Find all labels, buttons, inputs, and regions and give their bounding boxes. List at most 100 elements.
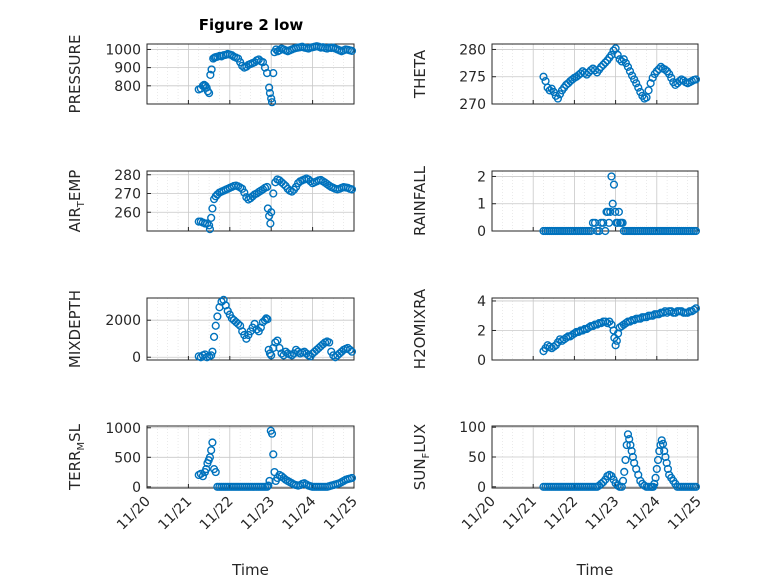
data-point xyxy=(653,455,663,465)
data-point xyxy=(644,86,653,95)
data-point xyxy=(613,218,622,227)
series-markers xyxy=(539,304,701,356)
data-point xyxy=(599,477,608,487)
data-point xyxy=(205,88,214,98)
x-tick-label: 11/22 xyxy=(197,494,237,534)
data-point xyxy=(227,51,236,60)
y-tick-label: 4 xyxy=(477,294,486,310)
x-tick-label: 11/20 xyxy=(114,494,154,534)
data-point xyxy=(262,314,271,323)
data-point xyxy=(691,226,701,236)
data-point xyxy=(211,467,220,477)
axes-border xyxy=(491,170,699,232)
subplot-h2omixra: 0 2 4 H2OMIXRA xyxy=(411,288,701,369)
data-point xyxy=(267,98,277,107)
data-point xyxy=(597,479,606,488)
data-point xyxy=(209,332,219,341)
data-point xyxy=(667,73,676,82)
series-markers xyxy=(539,430,701,491)
data-point xyxy=(597,62,606,72)
x-axis-label: Time xyxy=(576,561,614,579)
data-point xyxy=(620,467,629,477)
subplot-mixdepth: 0 2000 MIXDEPTH xyxy=(66,290,357,368)
data-point xyxy=(608,199,617,208)
data-point xyxy=(213,312,222,321)
data-point xyxy=(623,62,633,72)
data-point xyxy=(618,218,627,227)
data-point xyxy=(611,341,620,350)
data-point xyxy=(208,204,217,213)
data-point xyxy=(269,189,278,198)
data-point xyxy=(345,345,354,354)
y-tick-label: 0 xyxy=(132,350,141,366)
data-point xyxy=(691,304,701,313)
data-point xyxy=(609,180,619,189)
data-point xyxy=(611,207,620,217)
data-point xyxy=(632,79,641,88)
data-point xyxy=(207,351,216,360)
data-point xyxy=(287,351,297,360)
data-point xyxy=(634,83,643,92)
y-tick-label: 2 xyxy=(477,323,486,339)
x-tick-label: 11/23 xyxy=(583,494,623,534)
data-point xyxy=(287,187,297,196)
series-markers xyxy=(194,295,357,362)
series-markers xyxy=(194,42,357,107)
y-tick-label: 280 xyxy=(114,168,141,184)
data-point xyxy=(691,75,701,84)
subplot-terr-msl: 0 500 1000 TERRMSL 11/20 11/21 11/22 11/23 11/24… xyxy=(66,421,361,579)
axes-border xyxy=(491,43,699,105)
y-tick-label: 0 xyxy=(132,480,141,496)
data-point xyxy=(196,469,205,478)
x-tick-label: 11/24 xyxy=(624,493,664,533)
data-point xyxy=(265,88,275,98)
series-markers xyxy=(539,44,701,103)
data-point xyxy=(206,70,215,80)
data-point xyxy=(612,336,621,345)
y-tick-label: 800 xyxy=(114,79,141,95)
y-axis-label: PRESSURE xyxy=(66,35,84,114)
x-tick-label: 11/24 xyxy=(280,493,320,533)
data-point xyxy=(609,46,618,55)
y-tick-label: 2000 xyxy=(105,313,141,329)
x-tick-label: 11/25 xyxy=(665,494,705,534)
data-point xyxy=(601,58,610,67)
subplot-pressure: 800 900 1000 PRESSURE xyxy=(66,35,357,114)
data-point xyxy=(233,319,243,329)
data-point xyxy=(613,50,622,60)
y-tick-label: 0 xyxy=(477,353,486,369)
data-point xyxy=(205,221,214,230)
subplot-theta: 270 275 280 THETA xyxy=(411,42,701,113)
data-point xyxy=(262,182,272,192)
axes-border xyxy=(146,170,355,232)
data-point xyxy=(240,188,249,197)
y-tick-label: 50 xyxy=(468,450,486,466)
data-point xyxy=(208,438,217,447)
data-point xyxy=(207,446,216,455)
y-axis-label: TERRMSL xyxy=(66,423,87,491)
data-point xyxy=(545,86,554,95)
data-point xyxy=(203,87,212,96)
axes-border xyxy=(146,43,355,105)
y-axis-label: MIXDEPTH xyxy=(66,290,84,368)
y-tick-label: 280 xyxy=(459,42,486,58)
axes-border xyxy=(146,297,355,361)
x-tick-label: 11/22 xyxy=(541,494,581,534)
data-point xyxy=(264,481,273,490)
data-point xyxy=(657,436,666,445)
data-point xyxy=(207,65,216,74)
y-tick-label: 270 xyxy=(459,97,486,113)
data-point xyxy=(623,430,633,439)
data-point xyxy=(347,347,357,356)
data-point xyxy=(601,226,610,236)
data-point xyxy=(263,315,272,324)
y-tick-label: 1000 xyxy=(105,421,141,437)
x-tick-label: 11/25 xyxy=(321,494,361,534)
series-markers xyxy=(194,426,357,491)
data-point xyxy=(347,46,357,56)
y-axis-label: RAINFALL xyxy=(411,165,429,236)
x-tick-label: 11/20 xyxy=(459,494,499,534)
data-point xyxy=(267,94,276,103)
